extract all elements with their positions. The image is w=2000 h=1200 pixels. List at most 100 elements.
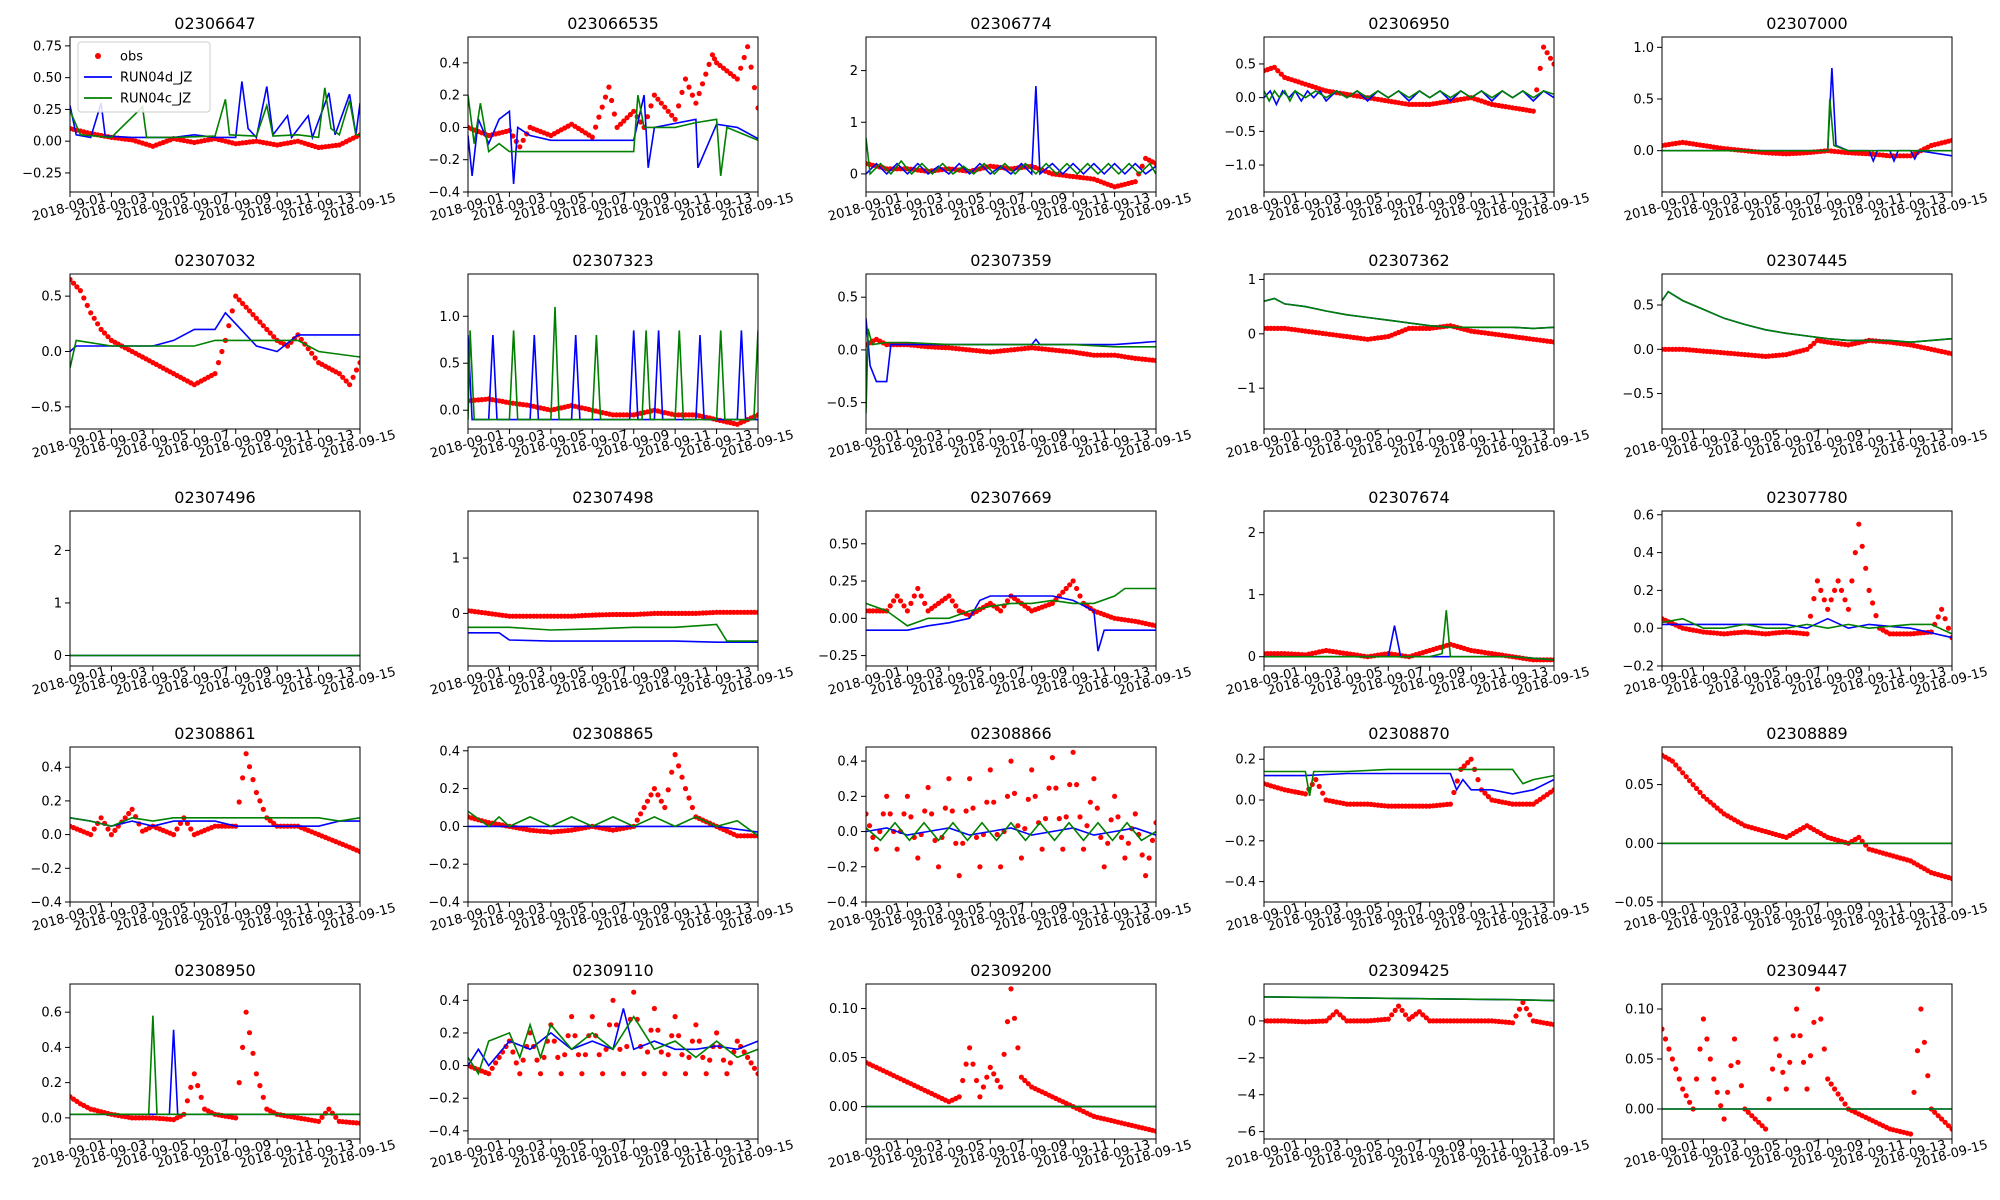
obs-point	[1669, 1056, 1675, 1062]
obs-point	[1551, 1022, 1554, 1028]
obs-point	[1461, 763, 1467, 769]
obs-point	[513, 1060, 519, 1066]
obs-point	[994, 831, 1000, 838]
series-obs	[1264, 756, 1554, 809]
obs-point	[1327, 1015, 1333, 1021]
obs-point	[904, 608, 911, 614]
obs-point	[541, 1054, 547, 1060]
axes-frame	[1661, 983, 1953, 1140]
obs-point	[1794, 1006, 1800, 1012]
series-line	[1264, 772, 1554, 795]
series-line	[70, 817, 360, 828]
obs-point	[1804, 1086, 1810, 1092]
obs-point	[1039, 846, 1045, 852]
obs-point	[260, 1094, 266, 1100]
axes-frame	[467, 746, 759, 903]
subplot-02307780: 02307780−0.20.00.20.40.62018-09-012018-0…	[1622, 488, 1989, 699]
obs-point	[1697, 789, 1703, 796]
obs-point	[212, 371, 218, 377]
obs-point	[1001, 1051, 1007, 1057]
obs-point	[326, 1106, 332, 1112]
obs-point	[922, 808, 928, 814]
obs-point	[88, 832, 94, 838]
obs-point	[340, 374, 346, 380]
obs-point	[1420, 1012, 1426, 1018]
obs-point	[1067, 582, 1073, 588]
y-tick-label: 0.4	[837, 755, 858, 770]
obs-point	[679, 1052, 685, 1058]
obs-point	[569, 1014, 575, 1020]
series-line	[1264, 297, 1554, 330]
obs-point	[1945, 1123, 1952, 1129]
y-tick-label: −0.5	[30, 400, 62, 415]
obs-point	[998, 864, 1004, 870]
obs-point	[755, 1071, 758, 1077]
series-RUN04d_JZ	[70, 81, 360, 141]
obs-point	[333, 1114, 339, 1120]
axes-frame	[1263, 273, 1555, 430]
obs-point	[693, 100, 699, 106]
obs-point	[572, 1033, 578, 1039]
obs-point	[589, 134, 595, 140]
obs-point	[1454, 778, 1460, 784]
obs-point	[1866, 587, 1872, 594]
series-line	[1264, 768, 1554, 797]
axes-frame	[1661, 510, 1953, 667]
y-tick-label: −0.25	[22, 166, 62, 181]
obs-point	[1392, 1007, 1398, 1014]
obs-point	[651, 1005, 658, 1012]
obs-point	[1856, 834, 1862, 841]
obs-point	[866, 823, 873, 829]
series-line	[468, 94, 758, 184]
obs-point	[1060, 589, 1066, 595]
y-tick-label: −0.2	[30, 862, 62, 877]
obs-point	[748, 1060, 754, 1066]
axes-frame	[1263, 510, 1555, 667]
obs-point	[1101, 864, 1107, 870]
obs-point	[1149, 837, 1156, 844]
series-RUN04c_JZ	[1662, 290, 1952, 344]
obs-point	[558, 1071, 564, 1077]
obs-point	[884, 793, 890, 799]
obs-point	[1105, 840, 1111, 846]
series-line	[468, 623, 758, 642]
obs-point	[1042, 816, 1049, 822]
obs-point	[260, 806, 266, 812]
obs-point	[1333, 1009, 1340, 1015]
series-obs	[468, 44, 758, 150]
obs-point	[1510, 1020, 1516, 1026]
series-RUN04c_JZ	[866, 137, 1156, 176]
obs-point	[1551, 339, 1554, 345]
y-tick-label: 0.0	[837, 825, 858, 840]
obs-point	[932, 837, 938, 844]
series-line	[468, 306, 758, 421]
obs-point	[676, 103, 682, 109]
obs-point	[357, 1120, 360, 1126]
obs-point	[264, 326, 270, 332]
obs-point	[1721, 1116, 1727, 1122]
series-obs	[1662, 521, 1952, 641]
axes-frame	[1263, 746, 1555, 903]
obs-point	[496, 1054, 502, 1060]
series-RUN04d_JZ	[1264, 772, 1554, 795]
obs-point	[219, 348, 225, 355]
y-tick-label: 1	[452, 552, 460, 567]
obs-point	[1011, 1015, 1018, 1021]
subplot-title: 02307032	[174, 251, 255, 270]
subplot-02308861: 02308861−0.4−0.20.00.20.42018-09-012018-…	[30, 724, 397, 935]
obs-point	[517, 1071, 523, 1077]
obs-point	[658, 100, 664, 106]
obs-point	[1153, 820, 1156, 826]
obs-point	[638, 119, 644, 125]
obs-point	[915, 855, 921, 861]
obs-point	[1842, 597, 1848, 603]
obs-point	[271, 334, 277, 340]
obs-point	[1769, 1066, 1776, 1072]
obs-point	[1077, 814, 1083, 820]
obs-point	[1711, 1076, 1717, 1082]
legend-box	[77, 41, 211, 113]
obs-point	[510, 1049, 516, 1055]
obs-point	[703, 1071, 709, 1077]
series-line	[468, 810, 758, 837]
obs-point	[621, 118, 627, 124]
